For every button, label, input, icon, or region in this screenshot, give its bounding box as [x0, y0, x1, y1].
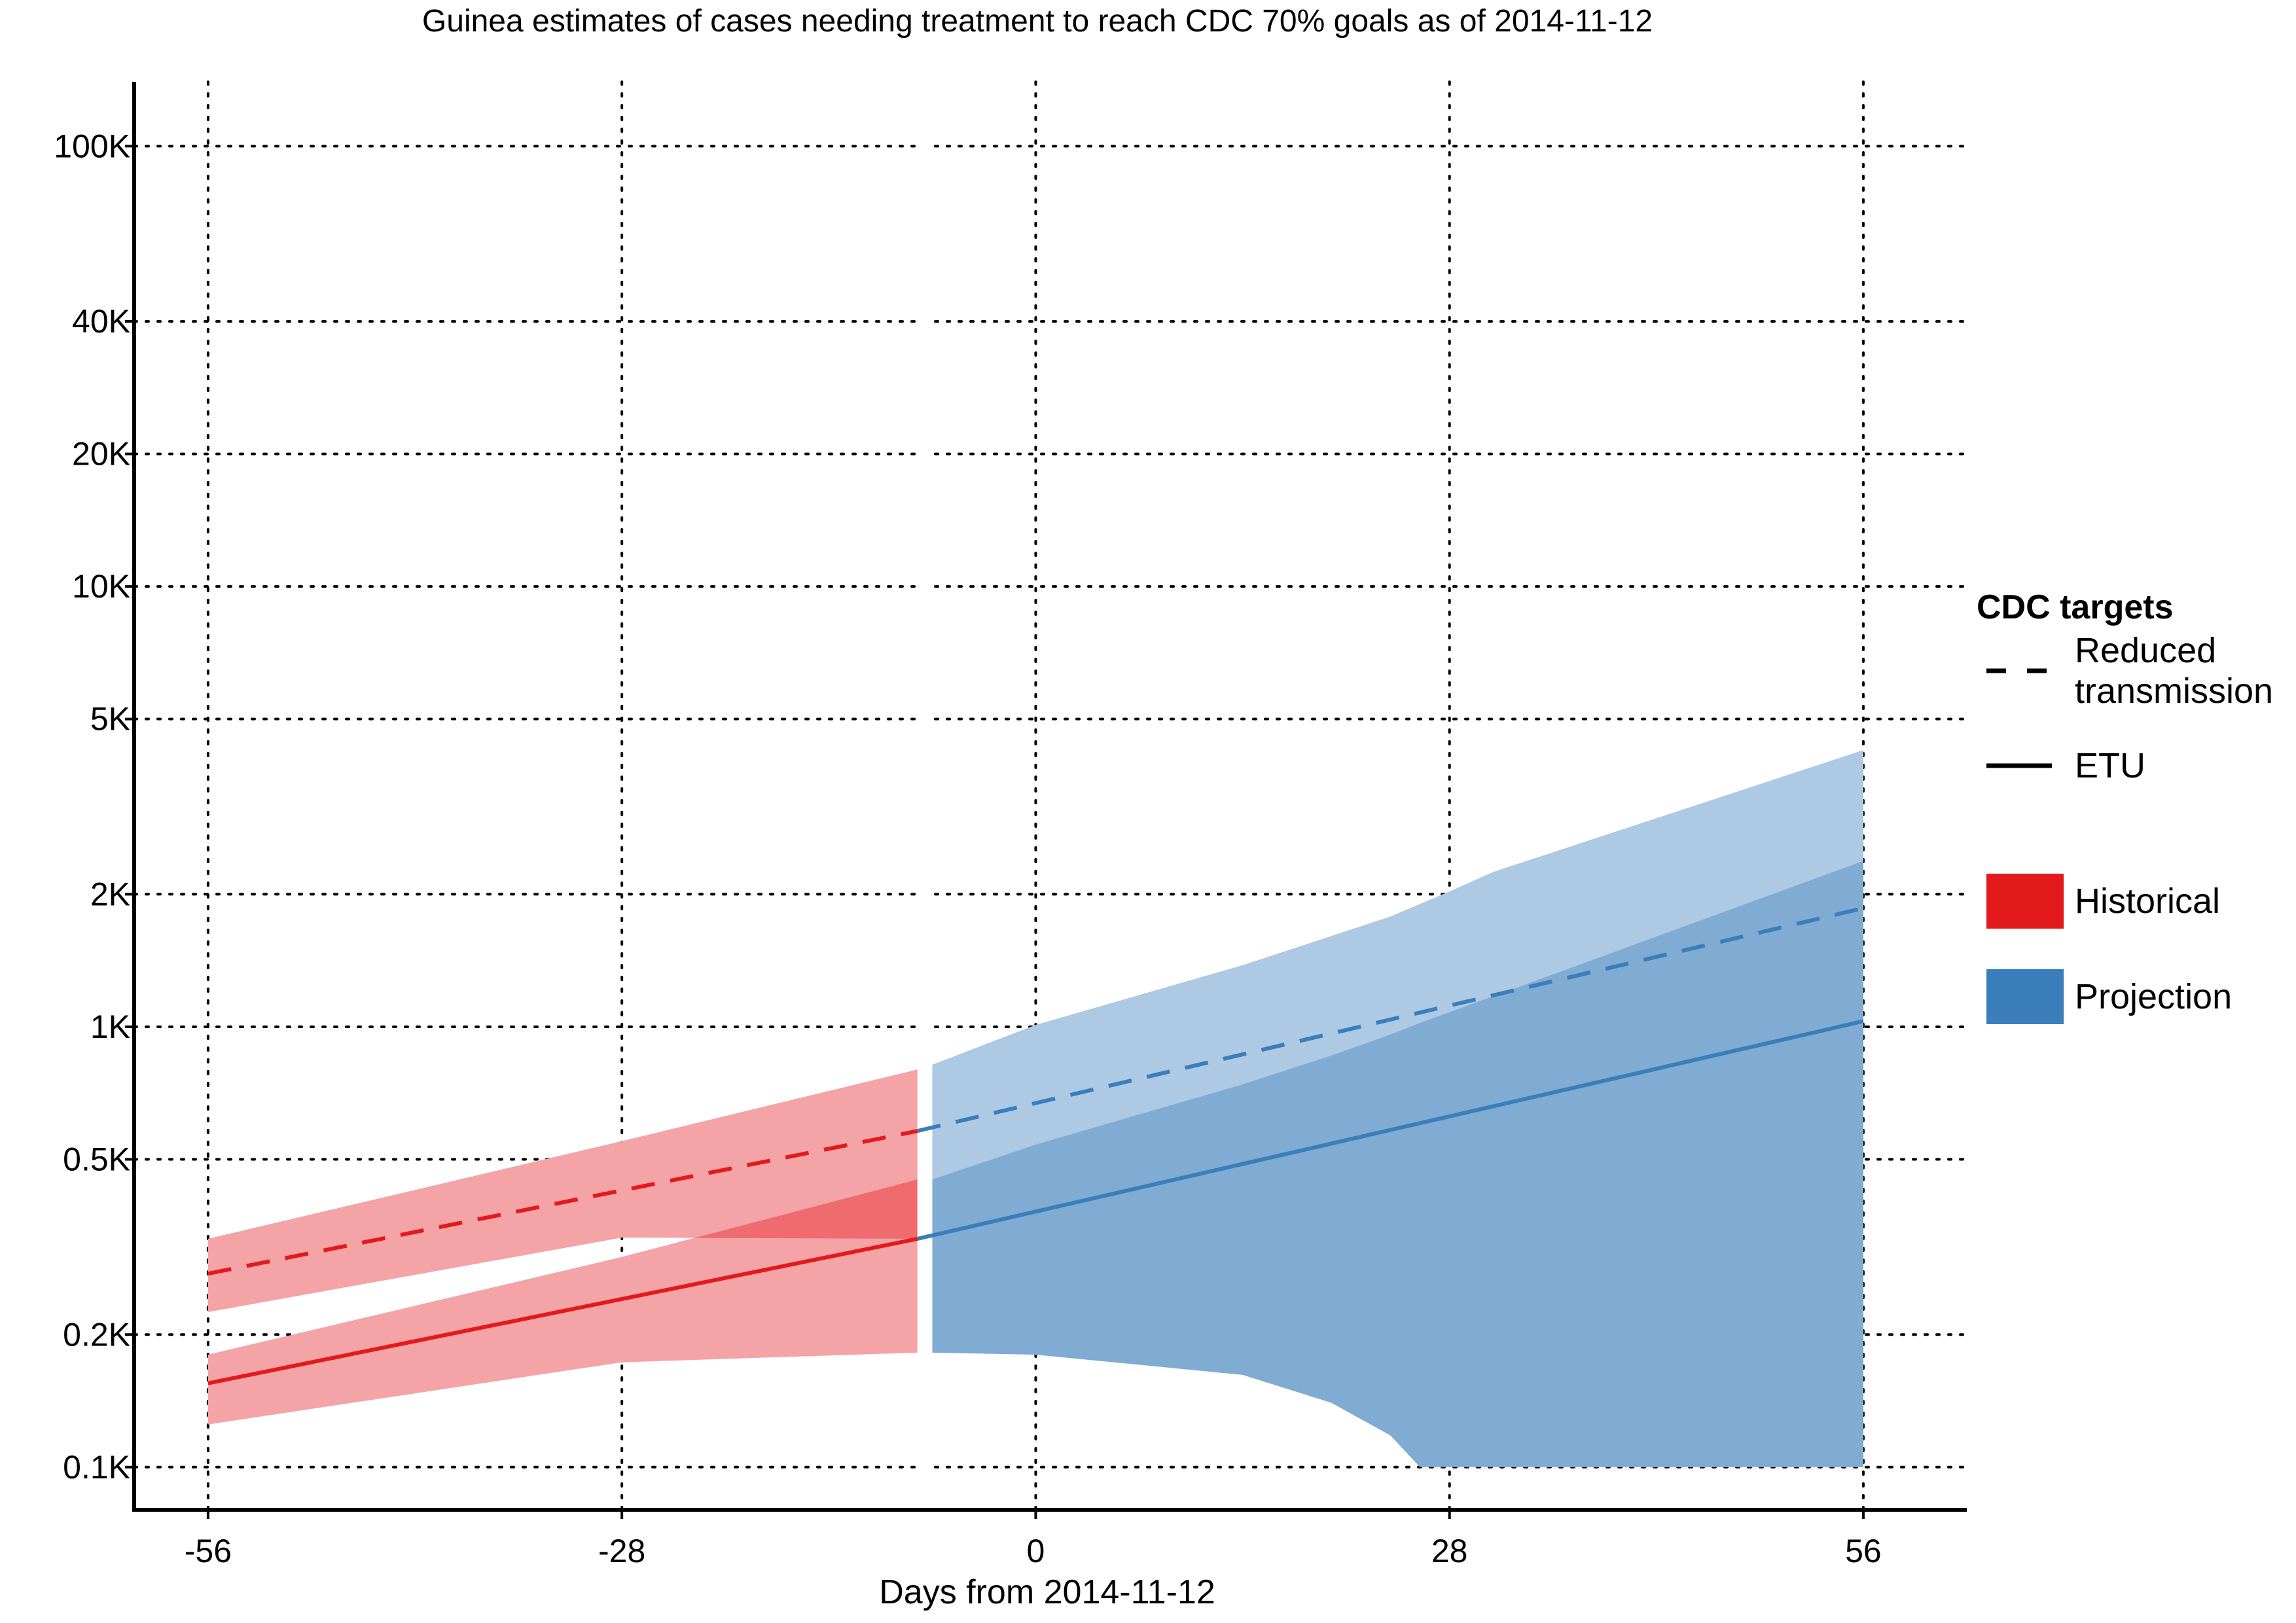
chart-title: Guinea estimates of cases needing treatm… — [422, 4, 1653, 39]
x-tick-label: -28 — [598, 1533, 645, 1569]
x-tick-labels: -56 -28 0 28 56 — [185, 1510, 1882, 1569]
x-tick-label: 28 — [1431, 1533, 1468, 1569]
y-tick-label: 1K — [90, 1008, 130, 1045]
projection-etu-band — [932, 861, 1863, 1467]
y-tick-label: 100K — [54, 128, 130, 164]
y-tick-label: 20K — [72, 436, 130, 473]
legend-swatch-projection — [1986, 969, 2064, 1024]
x-tick-label: -56 — [185, 1533, 232, 1569]
historical-etu-line — [207, 1236, 918, 1385]
legend-label: transmission — [2075, 671, 2273, 711]
legend-swatch-historical — [1986, 874, 2064, 929]
legend-label: Historical — [2075, 882, 2220, 921]
legend-label: Projection — [2075, 977, 2232, 1016]
series-lines — [207, 906, 1864, 1385]
y-tick-label: 5K — [90, 701, 130, 738]
projection-etu-line — [917, 1019, 1864, 1241]
y-tick-label: 10K — [72, 568, 130, 605]
historical-reduced-transmission-line — [207, 1129, 918, 1276]
legend-label: Reduced — [2075, 631, 2216, 670]
x-tick-label: 0 — [1027, 1533, 1045, 1569]
y-tick-label: 0.1K — [63, 1449, 130, 1486]
y-tick-label: 2K — [90, 876, 130, 912]
period-separator — [917, 82, 933, 1510]
projection-reduced-transmission-line — [917, 906, 1864, 1133]
historical-reduced-transmission-band — [207, 1069, 918, 1312]
legend-title: CDC targets — [1977, 588, 2174, 626]
y-tick-label: 40K — [72, 303, 130, 340]
historical-etu-band — [207, 1179, 918, 1425]
confidence-bands — [207, 82, 1863, 1510]
axes — [132, 82, 1967, 1512]
x-tick-label: 56 — [1845, 1533, 1882, 1569]
legend-label: ETU — [2075, 746, 2145, 785]
x-axis-label: Days from 2014-11-12 — [879, 1573, 1215, 1611]
y-tick-label: 0.2K — [63, 1316, 130, 1353]
y-tick-label: 0.5K — [63, 1141, 130, 1178]
y-tick-labels: 0.1K 0.2K 0.5K 1K 2K 5K 10K 20K 40K 100K — [54, 128, 134, 1486]
